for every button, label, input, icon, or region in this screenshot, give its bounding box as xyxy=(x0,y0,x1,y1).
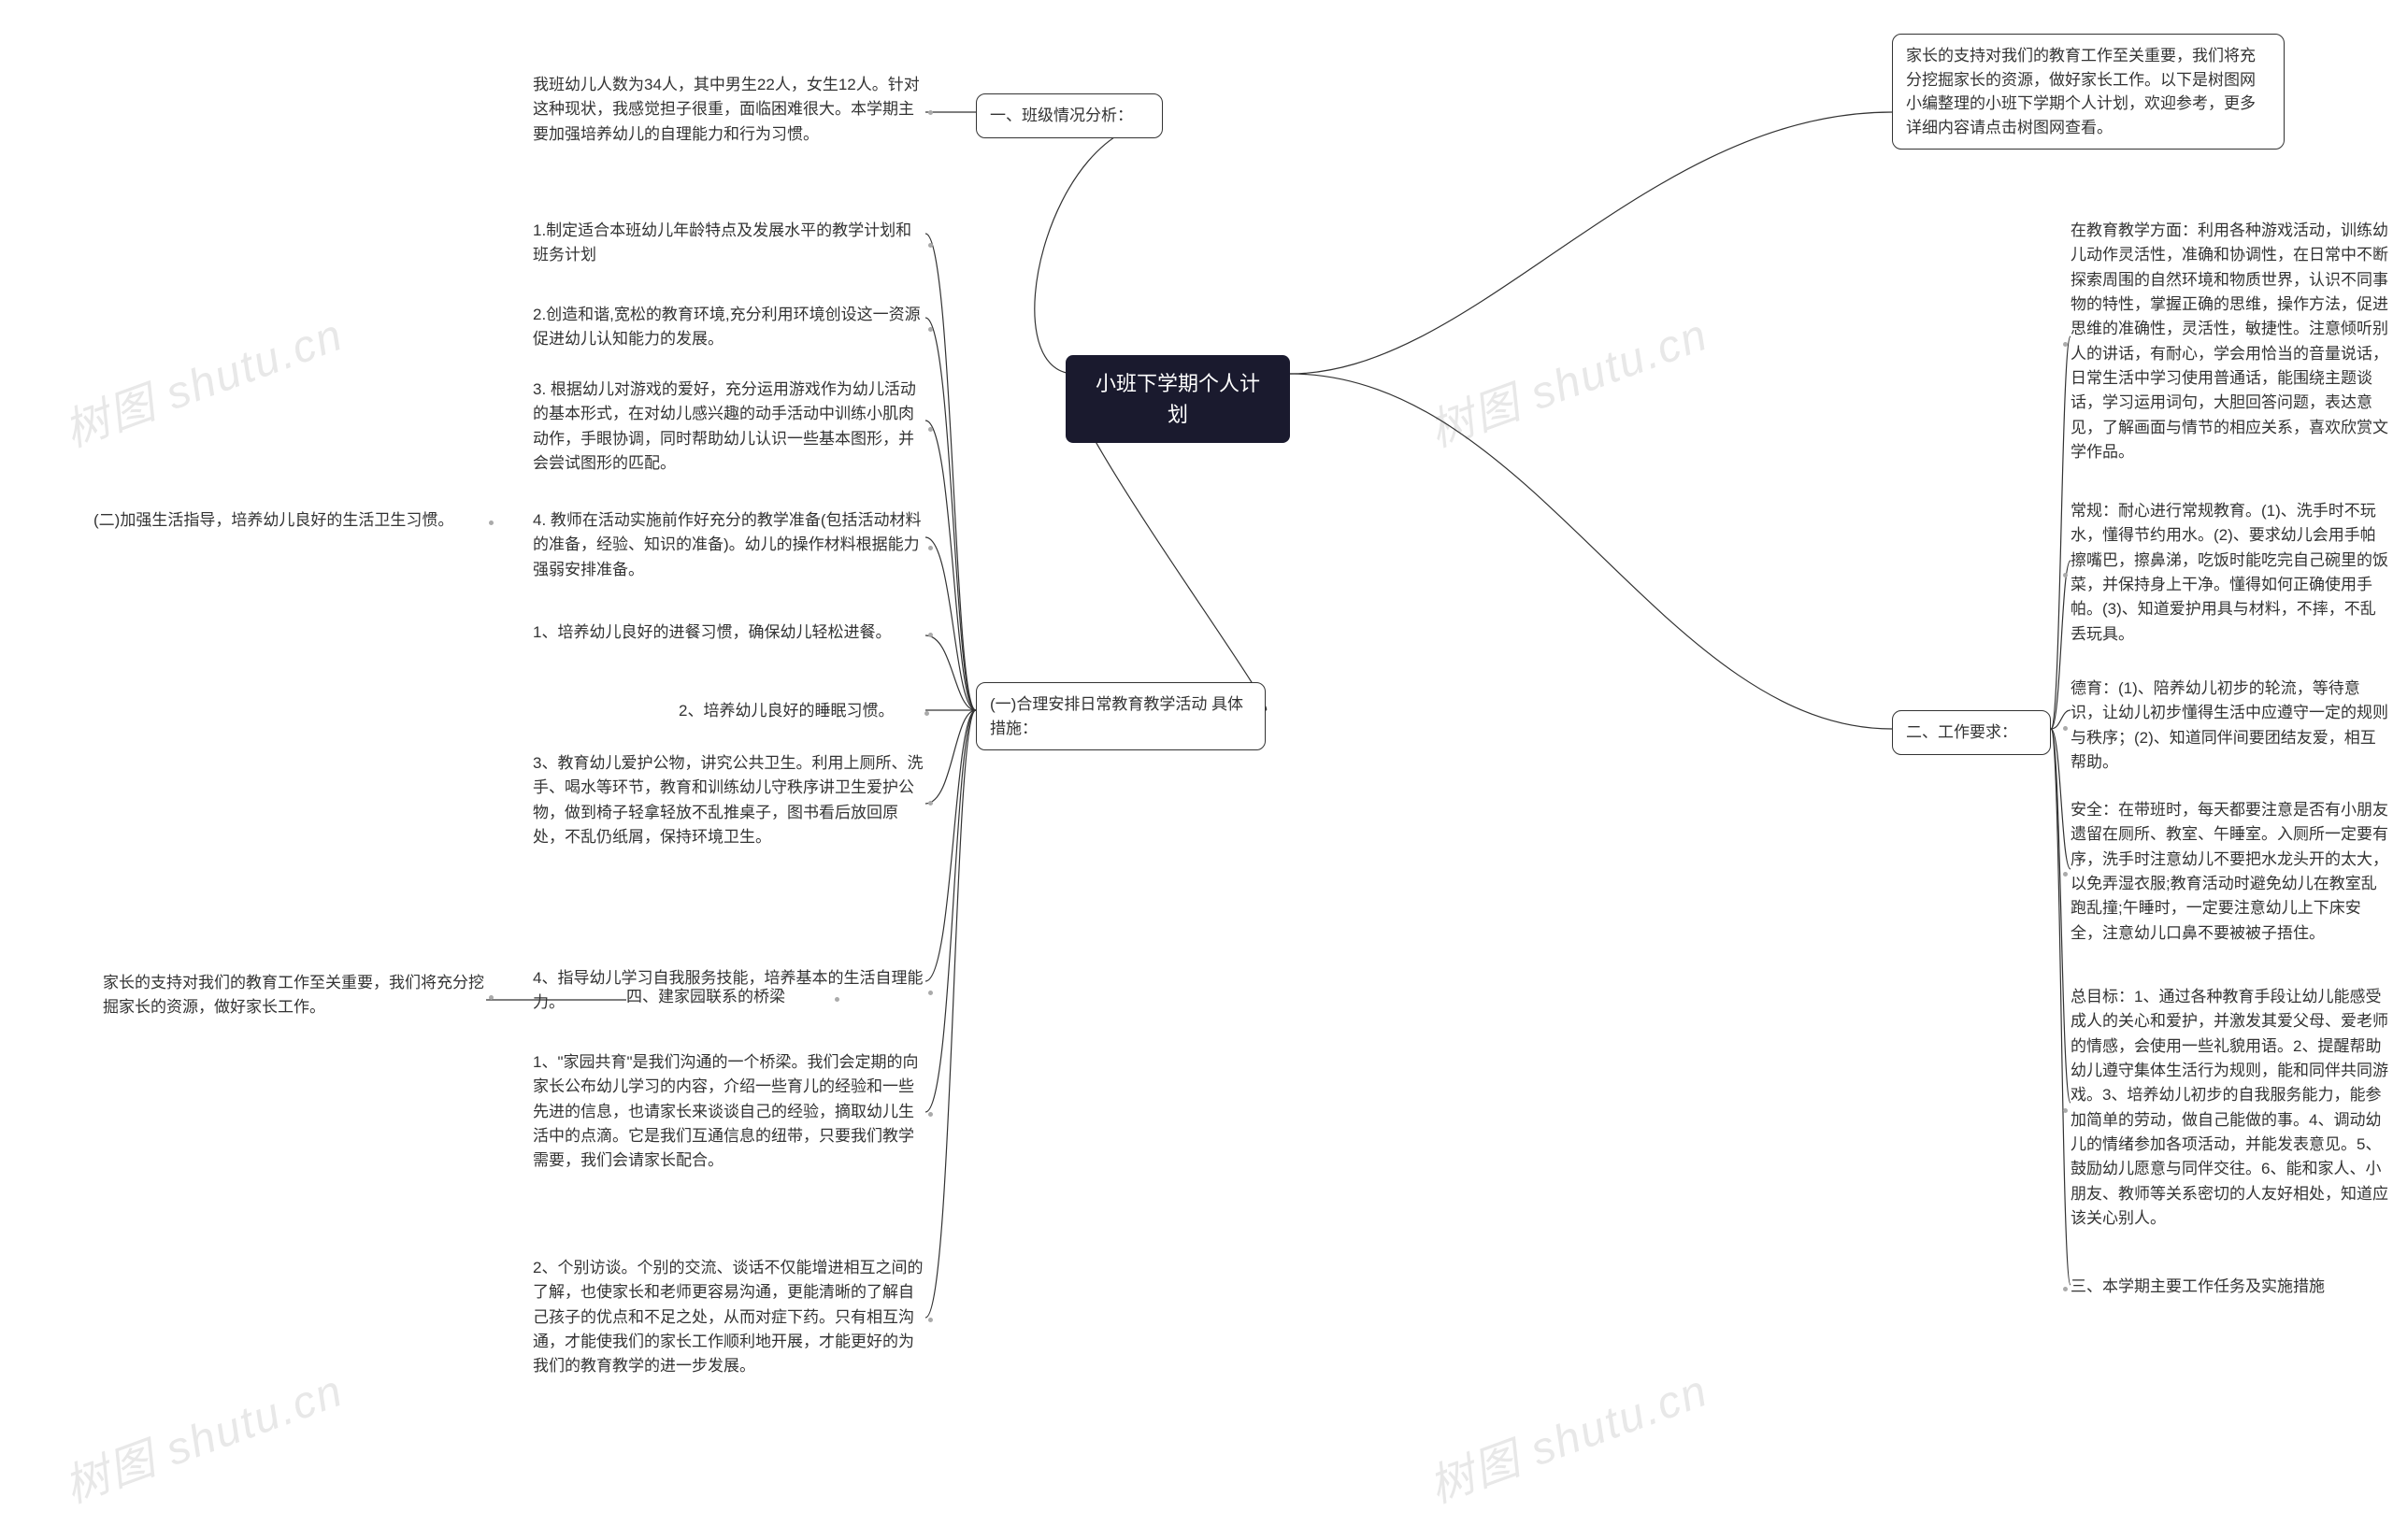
s3-leaf: 3. 根据幼儿对游戏的爱好，充分运用游戏作为幼儿活动的基本形式，在对幼儿感兴趣的… xyxy=(533,374,925,479)
s2-leaf: 在教育教学方面：利用各种游戏活动，训练幼儿动作灵活性，准确和协调性，在日常中不断… xyxy=(2071,215,2388,468)
section-1[interactable]: 一、班级情况分析： xyxy=(976,93,1163,138)
section-5[interactable]: 四、建家园联系的桥梁 xyxy=(626,981,832,1013)
s2-leaf: 安全：在带班时，每天都要注意是否有小朋友遗留在厕所、教室、午睡室。入厕所一定要有… xyxy=(2071,794,2388,949)
section-3[interactable]: (一)合理安排日常教育教学活动 具体措施： xyxy=(976,682,1266,750)
s4-leaf: 2、培养幼儿良好的睡眠习惯。 xyxy=(679,695,922,727)
section-2[interactable]: 二、工作要求： xyxy=(1892,710,2051,755)
root-node[interactable]: 小班下学期个人计划 xyxy=(1066,355,1290,443)
s3-leaf: 4. 教师在活动实施前作好充分的教学准备(包括活动材料的准备，经验、知识的准备)… xyxy=(533,505,925,586)
s3-leaf: 2.创造和谐,宽松的教育环境,充分利用环境创设这一资源促进幼儿认知能力的发展。 xyxy=(533,299,925,356)
s1-leaf: 我班幼儿人数为34人，其中男生22人，女生12人。针对这种现状，我感觉担子很重，… xyxy=(533,69,925,150)
s3-leaf: 1.制定适合本班幼儿年龄特点及发展水平的教学计划和班务计划 xyxy=(533,215,925,272)
mindmap-connectors xyxy=(0,0,2393,1540)
watermark: 树图 shutu.cn xyxy=(1418,298,1715,460)
section-4[interactable]: (二)加强生活指导，培养幼儿良好的生活卫生习惯。 xyxy=(93,505,486,536)
s2-leaf: 三、本学期主要工作任务及实施措施 xyxy=(2071,1271,2388,1303)
s4-leaf: 3、教育幼儿爱护公物，讲究公共卫生。利用上厕所、洗手、喝水等环节，教育和训练幼儿… xyxy=(533,748,925,853)
watermark: 树图 shutu.cn xyxy=(53,298,351,460)
watermark: 树图 shutu.cn xyxy=(53,1354,351,1516)
s2-leaf: 总目标：1、通过各种教育手段让幼儿能感受成人的关心和爱护，并激发其爱父母、爱老师… xyxy=(2071,981,2388,1234)
s2-leaf: 德育：(1)、陪养幼儿初步的轮流，等待意识，让幼儿初步懂得生活中应遵守一定的规则… xyxy=(2071,673,2388,778)
watermark: 树图 shutu.cn xyxy=(1418,1354,1715,1516)
s5-leaf: 1、"家园共育"是我们沟通的一个桥梁。我们会定期的向家长公布幼儿学习的内容，介绍… xyxy=(533,1047,925,1177)
s4-leaf: 1、培养幼儿良好的进餐习惯，确保幼儿轻松进餐。 xyxy=(533,617,925,649)
s2-leaf: 常规：耐心进行常规教育。(1)、洗手时不玩水，懂得节约用水。(2)、要求幼儿会用… xyxy=(2071,495,2388,650)
s5-intro: 家长的支持对我们的教育工作至关重要，我们将充分挖掘家长的资源，做好家长工作。 xyxy=(103,967,486,1024)
intro-note: 家长的支持对我们的教育工作至关重要，我们将充分挖掘家长的资源，做好家长工作。以下… xyxy=(1892,34,2285,150)
s5-leaf: 2、个别访谈。个别的交流、谈话不仅能增进相互之间的了解，也使家长和老师更容易沟通… xyxy=(533,1252,925,1383)
